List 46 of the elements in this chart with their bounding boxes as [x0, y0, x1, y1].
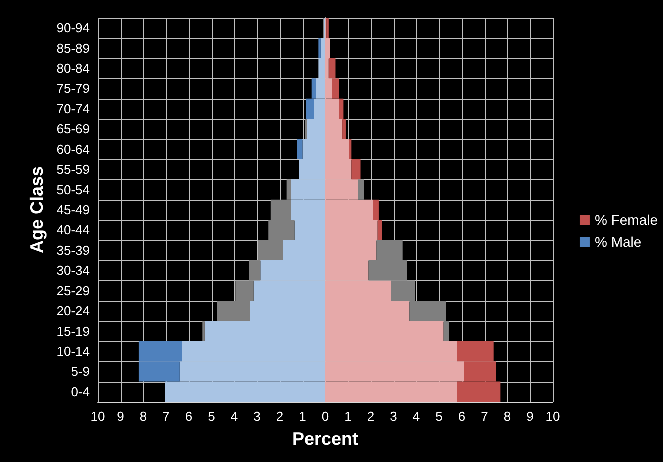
x-tick-label: 5	[436, 409, 443, 424]
y-tick-label: 70-74	[56, 101, 90, 116]
legend-label: % Male	[594, 234, 642, 250]
y-tick-label: 60-64	[56, 142, 90, 157]
y-tick-label: 65-69	[56, 122, 90, 137]
y-axis-title: Age Class	[26, 166, 47, 254]
x-tick-label: 10	[546, 409, 560, 424]
x-tick-label: 9	[117, 409, 124, 424]
x-tick-label: 10	[90, 409, 106, 424]
x-tick-label: 8	[504, 409, 512, 424]
x-tick-label: 2	[367, 409, 375, 424]
x-tick-label: 6	[458, 409, 466, 424]
y-tick-label: 85-89	[56, 40, 90, 56]
y-tick-label: 10-14	[56, 344, 90, 359]
y-tick-label: 0-4	[71, 384, 90, 400]
bar	[297, 139, 303, 160]
x-tick-label: 1	[344, 409, 352, 424]
x-tick-label: 3	[254, 409, 261, 424]
x-tick-label: 7	[481, 409, 488, 424]
x-tick-label: 7	[162, 409, 170, 424]
y-tick-label: 5-9	[71, 364, 90, 380]
x-tick-label: 3	[390, 409, 398, 424]
y-tick-label: 30-34	[56, 263, 90, 278]
x-tick-label: 4	[230, 409, 238, 424]
y-tick-label: 25-29	[56, 283, 90, 298]
x-axis-title: Percent	[292, 429, 359, 449]
x-tick-label: 0	[322, 409, 330, 424]
x-tick-label: 2	[276, 409, 284, 424]
x-tick-label: 8	[140, 409, 148, 424]
y-tick-label: 15-19	[56, 324, 90, 339]
y-tick-label: 75-79	[56, 81, 90, 96]
y-tick-label: 80-84	[56, 61, 90, 76]
y-tick-label: 20-24	[56, 304, 90, 319]
x-tick-label: 1	[299, 409, 306, 424]
y-tick-label: 50-54	[56, 182, 90, 198]
bar	[352, 159, 361, 180]
x-tick-label: 4	[412, 409, 420, 424]
y-tick-label: 55-59	[56, 162, 90, 178]
y-tick-label: 45-49	[56, 202, 90, 218]
y-tick-label: 40-44	[56, 222, 90, 238]
legend-label: % Female	[594, 212, 658, 228]
x-tick-label: 9	[526, 409, 534, 424]
x-tick-label: 5	[208, 409, 216, 424]
y-tick-label: 90-94	[56, 20, 90, 36]
x-tick-label: 6	[185, 409, 193, 424]
y-tick-label: 35-39	[56, 242, 90, 258]
